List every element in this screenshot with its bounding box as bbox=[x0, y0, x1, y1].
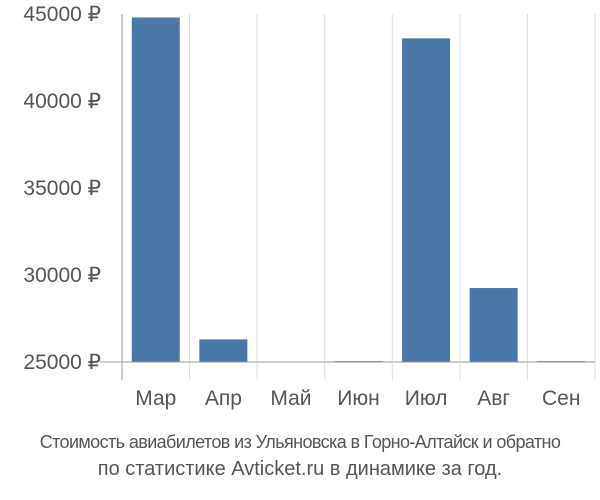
bar-chart: 25000 ₽ 30000 ₽ 35000 ₽ 40000 ₽ 45000 ₽ Мар Ап… bbox=[23, 3, 596, 410]
x-tick-label: Сен bbox=[542, 387, 580, 410]
x-tick-label: Мар bbox=[135, 387, 176, 410]
chart-caption-line-2: по статистике Avticket.ru в динамике за … bbox=[97, 458, 503, 480]
y-tick-label: 25000 ₽ bbox=[23, 351, 101, 374]
bar-1 bbox=[131, 17, 180, 362]
x-tick-label: Май bbox=[270, 387, 311, 410]
bar-6 bbox=[469, 288, 518, 362]
chart-caption-line-1: Стоимость авиабилетов из Ульяновска в Го… bbox=[39, 432, 561, 452]
y-tick-label: 30000 ₽ bbox=[23, 264, 101, 287]
y-tick-label: 40000 ₽ bbox=[23, 90, 101, 113]
bar-2 bbox=[199, 339, 248, 362]
x-tick-label: Авг bbox=[477, 387, 510, 410]
y-tick-label: 35000 ₽ bbox=[23, 177, 101, 200]
x-tick-label: Июл bbox=[405, 387, 448, 410]
y-tick-label: 45000 ₽ bbox=[23, 3, 101, 26]
bar-5 bbox=[402, 38, 451, 363]
x-tick-label: Июн bbox=[337, 387, 379, 410]
x-tick-label: Апр bbox=[205, 387, 242, 410]
